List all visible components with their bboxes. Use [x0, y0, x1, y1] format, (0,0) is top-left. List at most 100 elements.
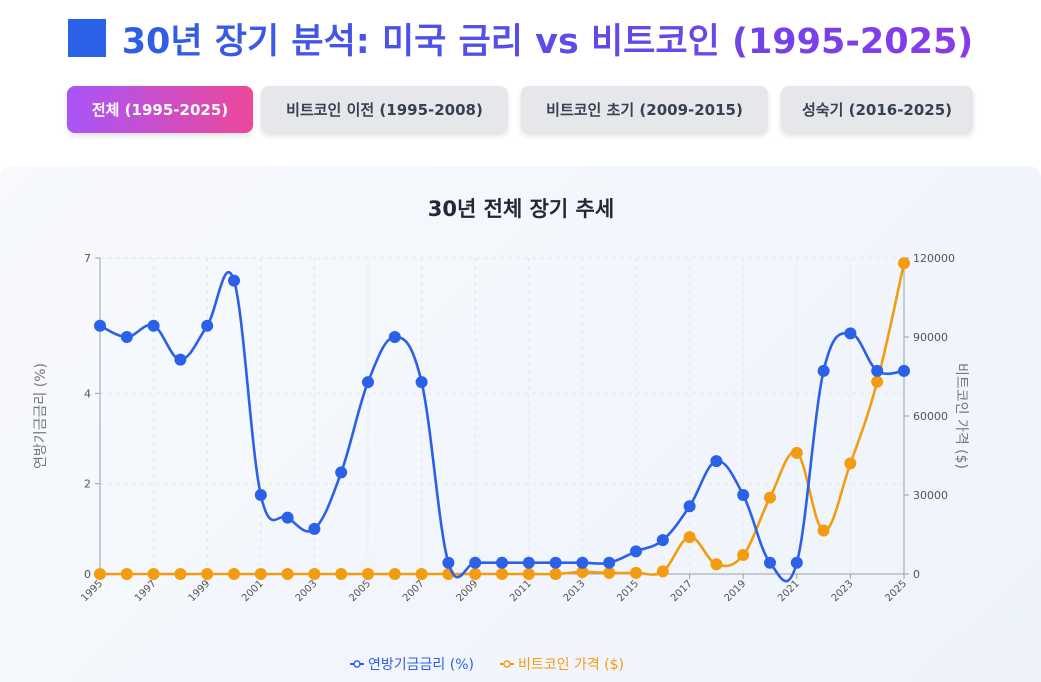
tab-early-bitcoin[interactable]: 비트코인 초기 (2009-2015) — [521, 86, 768, 133]
x-tick-label: 2007 — [401, 578, 427, 604]
series-point-1 — [201, 568, 214, 580]
series-point-0 — [120, 331, 133, 343]
series-point-1 — [737, 549, 750, 562]
series-point-1 — [308, 568, 321, 580]
series-point-1 — [388, 568, 401, 580]
x-tick-label: 2019 — [723, 578, 749, 604]
series-point-0 — [94, 319, 106, 332]
series-point-0 — [817, 364, 830, 377]
y-right-tick-label: 30000 — [913, 489, 948, 502]
line-chart: 30년 전체 장기 추세 0 2 4 7 0 30000 60000 90000 120000 19… — [33, 197, 969, 673]
series-point-0 — [630, 545, 642, 558]
legend-marker-0 — [353, 660, 361, 668]
series-point-0 — [308, 522, 321, 535]
series-point-0 — [710, 455, 723, 468]
series-point-1 — [603, 566, 616, 579]
series-point-0 — [549, 556, 562, 569]
series-point-1 — [469, 568, 482, 580]
series-point-1 — [898, 257, 910, 270]
series-point-1 — [844, 457, 857, 470]
series-line-1 — [100, 262, 906, 576]
x-tick-label: 2017 — [669, 578, 695, 604]
series-point-0 — [442, 556, 455, 569]
x-tick-label: 2021 — [776, 578, 802, 604]
series-point-0 — [469, 556, 482, 569]
y-left-tick-label: 0 — [84, 568, 91, 581]
series-point-0 — [254, 489, 267, 501]
series-point-1 — [281, 568, 294, 580]
series-point-1 — [362, 568, 374, 580]
series-point-1 — [174, 568, 187, 580]
chart-title: 30년 전체 장기 추세 — [428, 197, 614, 221]
y-right-tick-label: 60000 — [913, 410, 948, 423]
series-point-1 — [630, 566, 642, 579]
series-point-1 — [576, 565, 589, 578]
series-point-0 — [844, 327, 857, 340]
title-square-icon — [67, 19, 106, 57]
y-right-tick-label: 90000 — [913, 331, 948, 344]
x-tick-label: 1995 — [79, 578, 105, 604]
series-point-1 — [228, 568, 240, 580]
x-tick-label: 2025 — [883, 578, 909, 604]
series-point-0 — [898, 364, 910, 377]
series-point-1 — [683, 531, 696, 544]
x-tick-label: 2023 — [830, 578, 856, 604]
series-point-1 — [764, 491, 776, 504]
x-tick-label: 2015 — [615, 578, 641, 604]
series-point-1 — [254, 568, 267, 580]
series-point-0 — [871, 364, 884, 377]
series-point-1 — [335, 568, 348, 580]
series-point-0 — [576, 556, 589, 569]
series-point-1 — [790, 446, 803, 459]
series-point-1 — [120, 568, 133, 580]
series-line-0 — [99, 270, 905, 583]
series-point-0 — [147, 319, 160, 332]
series-point-1 — [871, 375, 884, 388]
series-point-1 — [817, 524, 830, 537]
series-point-0 — [683, 500, 696, 513]
x-tick-label: 2011 — [508, 578, 534, 604]
x-tick-label: 1997 — [133, 578, 159, 604]
y-right-tick-label: 120000 — [913, 252, 955, 265]
x-tick-label: 1999 — [187, 578, 213, 604]
series-point-0 — [415, 376, 428, 389]
legend-marker-1 — [503, 660, 511, 668]
series-point-1 — [147, 568, 160, 580]
legend-label-0: 연방기금금리 (%) — [368, 657, 474, 673]
y-left-tick-label: 2 — [84, 478, 91, 491]
tab-pre-bitcoin[interactable]: 비트코인 이전 (1995-2008) — [261, 86, 508, 133]
series-point-1 — [496, 568, 508, 580]
x-tick-label: 2005 — [347, 578, 373, 604]
series-point-1 — [94, 568, 106, 580]
legend-label-1: 비트코인 가격 ($) — [518, 657, 624, 673]
x-tick-label: 2013 — [562, 578, 588, 604]
series-point-0 — [335, 466, 348, 479]
x-tick-label: 2001 — [240, 578, 266, 604]
series-point-0 — [201, 319, 214, 332]
series-point-1 — [656, 565, 669, 578]
chart-panel: 30년 전체 장기 추세 0 2 4 7 0 30000 60000 90000 120000 19… — [0, 166, 1041, 682]
series-point-1 — [522, 567, 535, 580]
series-point-0 — [228, 274, 240, 287]
page-header: 30년 장기 분석: 미국 금리 vs 비트코인 (1995-2025) — [0, 10, 1041, 66]
series-point-0 — [388, 331, 401, 343]
series-point-0 — [281, 511, 294, 524]
series-point-0 — [764, 556, 776, 569]
series-point-0 — [174, 353, 187, 366]
tab-maturity[interactable]: 성숙기 (2016-2025) — [781, 86, 973, 133]
series-point-1 — [549, 567, 562, 580]
series-point-0 — [656, 534, 669, 547]
x-tick-label: 2003 — [294, 578, 320, 604]
series-point-0 — [496, 556, 508, 569]
y-right-axis-title: 비트코인 가격 ($) — [953, 363, 969, 469]
tab-all[interactable]: 전체 (1995-2025) — [67, 86, 253, 133]
y-left-tick-label: 7 — [84, 252, 91, 265]
series-point-0 — [603, 556, 616, 569]
series-point-1 — [710, 558, 723, 571]
y-left-tick-label: 4 — [84, 387, 91, 400]
series-point-0 — [790, 556, 803, 569]
series-point-0 — [362, 376, 374, 389]
y-right-tick-label: 0 — [913, 568, 920, 581]
series-point-0 — [522, 556, 535, 569]
series-point-1 — [415, 568, 428, 580]
